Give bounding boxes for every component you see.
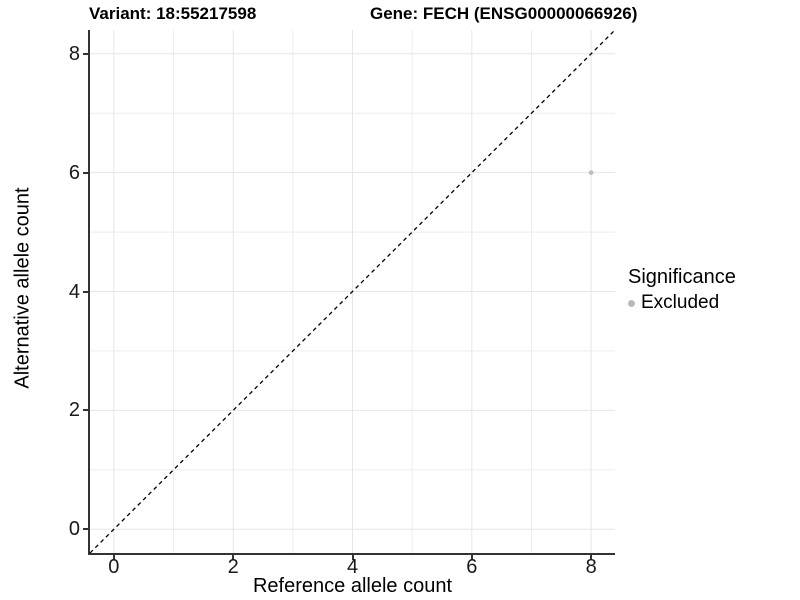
y-tick-label: 0 [68, 518, 80, 541]
x-axis-line [88, 553, 615, 555]
x-axis-title: Reference allele count [252, 575, 452, 597]
plot-title-gene: Gene: FECH (ENSG00000066926) [370, 4, 638, 23]
y-axis-title: Alternative allele count [11, 187, 34, 389]
x-tick-label: 4 [346, 556, 359, 578]
x-tick-mark [232, 555, 235, 560]
y-tick-mark [83, 52, 88, 55]
legend-item-excluded: Excluded [628, 292, 736, 314]
y-tick-mark [83, 290, 88, 293]
x-tick-label: 6 [466, 556, 478, 578]
x-tick-label: 8 [585, 556, 597, 578]
x-tick-label: 2 [227, 556, 239, 578]
y-tick-label: 8 [68, 42, 80, 65]
legend-title: Significance [628, 266, 736, 288]
y-tick-label: 4 [68, 280, 80, 303]
plot-title-variant: Variant: 18:55217598 [89, 4, 257, 23]
data-point [588, 170, 594, 176]
legend-item-label: Excluded [641, 292, 720, 313]
y-tick-label: 6 [68, 161, 80, 184]
x-tick-mark [470, 555, 473, 560]
identity-reference-line [89, 29, 616, 554]
plot-panel [89, 29, 616, 554]
x-tick-mark [112, 555, 115, 560]
legend: Significance Excluded [628, 266, 736, 314]
panel-canvas [89, 29, 616, 554]
y-tick-mark [83, 409, 88, 412]
x-tick-mark [351, 555, 354, 560]
x-tick-label: 0 [108, 556, 120, 578]
legend-point-swatch [628, 299, 635, 307]
y-tick-mark [83, 528, 88, 531]
y-axis-line [88, 30, 90, 555]
y-tick-label: 2 [68, 399, 80, 422]
x-tick-mark [590, 555, 593, 560]
y-tick-mark [83, 171, 88, 174]
